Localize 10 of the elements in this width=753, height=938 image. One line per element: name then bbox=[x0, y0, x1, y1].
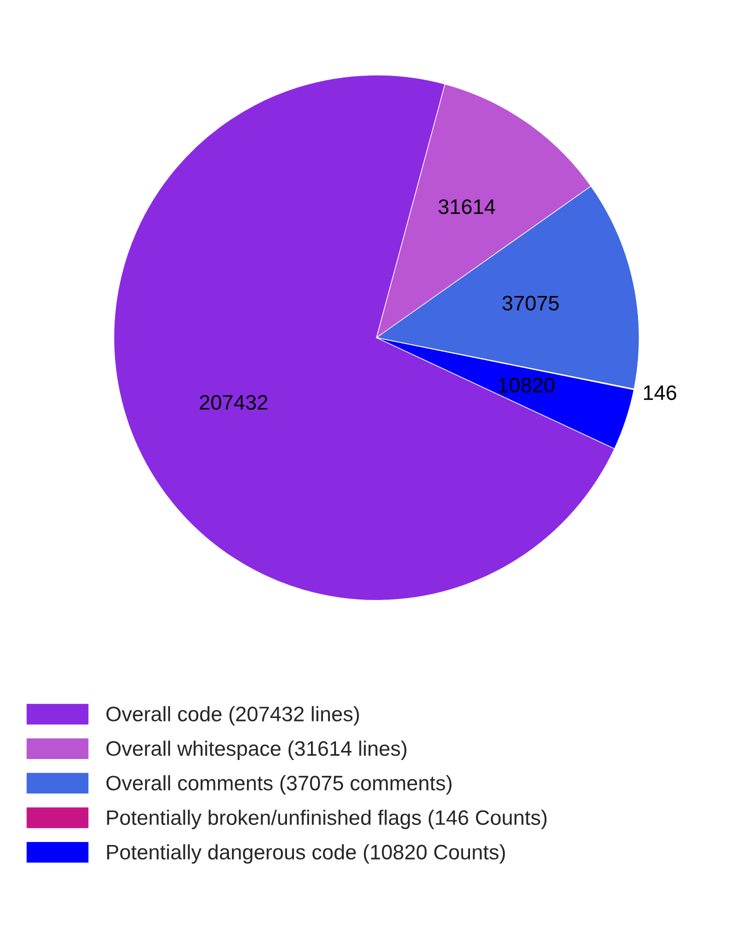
data-label: 37075 bbox=[502, 296, 559, 311]
legend-label: Overall comments (37075 comments) bbox=[106, 775, 452, 795]
legend-label: Overall code (207432 lines) bbox=[106, 706, 359, 726]
data-label: 10820 bbox=[498, 378, 554, 393]
data-label: 31614 bbox=[438, 199, 496, 214]
data-label: 207432 bbox=[200, 394, 268, 410]
legend-label: Potentially dangerous code (10820 Counts) bbox=[107, 844, 505, 864]
legend-label: Potentially broken/unfinished flags (146 Counts) bbox=[107, 810, 547, 830]
legend-label: Overall whitespace (31614 lines) bbox=[106, 740, 406, 760]
data-label: 146 bbox=[644, 385, 676, 400]
